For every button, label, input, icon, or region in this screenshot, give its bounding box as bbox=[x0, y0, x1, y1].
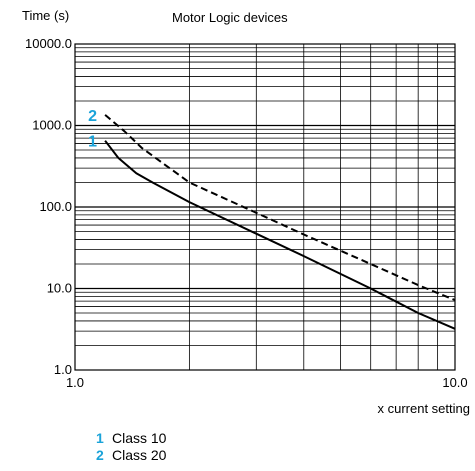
x-tick-label: 1.0 bbox=[66, 375, 84, 390]
grid bbox=[75, 44, 455, 370]
y-tick-label: 10.0 bbox=[47, 281, 72, 296]
legend-number: 1 bbox=[96, 430, 104, 446]
series-layer bbox=[104, 114, 456, 330]
legend: 1 Class 10 2 Class 20 bbox=[96, 430, 166, 464]
y-tick-label: 1.0 bbox=[54, 362, 72, 377]
legend-item-class-10: 1 Class 10 bbox=[96, 430, 166, 447]
legend-item-class-20: 2 Class 20 bbox=[96, 447, 166, 464]
series-marker-label: 1 bbox=[88, 134, 97, 151]
x-tick-labels: 1.0 10.0 bbox=[66, 375, 468, 390]
legend-label: Class 20 bbox=[112, 447, 167, 463]
series-markers: 12 bbox=[88, 108, 97, 151]
legend-label: Class 10 bbox=[112, 430, 167, 446]
chart-title: Motor Logic devices bbox=[172, 10, 288, 25]
x-tick-label: 10.0 bbox=[442, 375, 467, 390]
y-tick-label: 1000.0 bbox=[32, 118, 72, 133]
legend-number: 2 bbox=[96, 447, 104, 463]
x-axis-label: x current setting bbox=[378, 401, 471, 416]
plot-frame bbox=[74, 43, 456, 371]
y-tick-label: 100.0 bbox=[39, 199, 72, 214]
y-axis-label: Time (s) bbox=[22, 8, 69, 23]
series-line-class-10 bbox=[104, 140, 456, 330]
series-line-class-20 bbox=[104, 114, 456, 302]
y-tick-label: 10000.0 bbox=[25, 36, 72, 51]
series-marker-label: 2 bbox=[88, 108, 97, 125]
y-tick-labels: 10000.0 1000.0 100.0 10.0 1.0 bbox=[25, 36, 72, 377]
